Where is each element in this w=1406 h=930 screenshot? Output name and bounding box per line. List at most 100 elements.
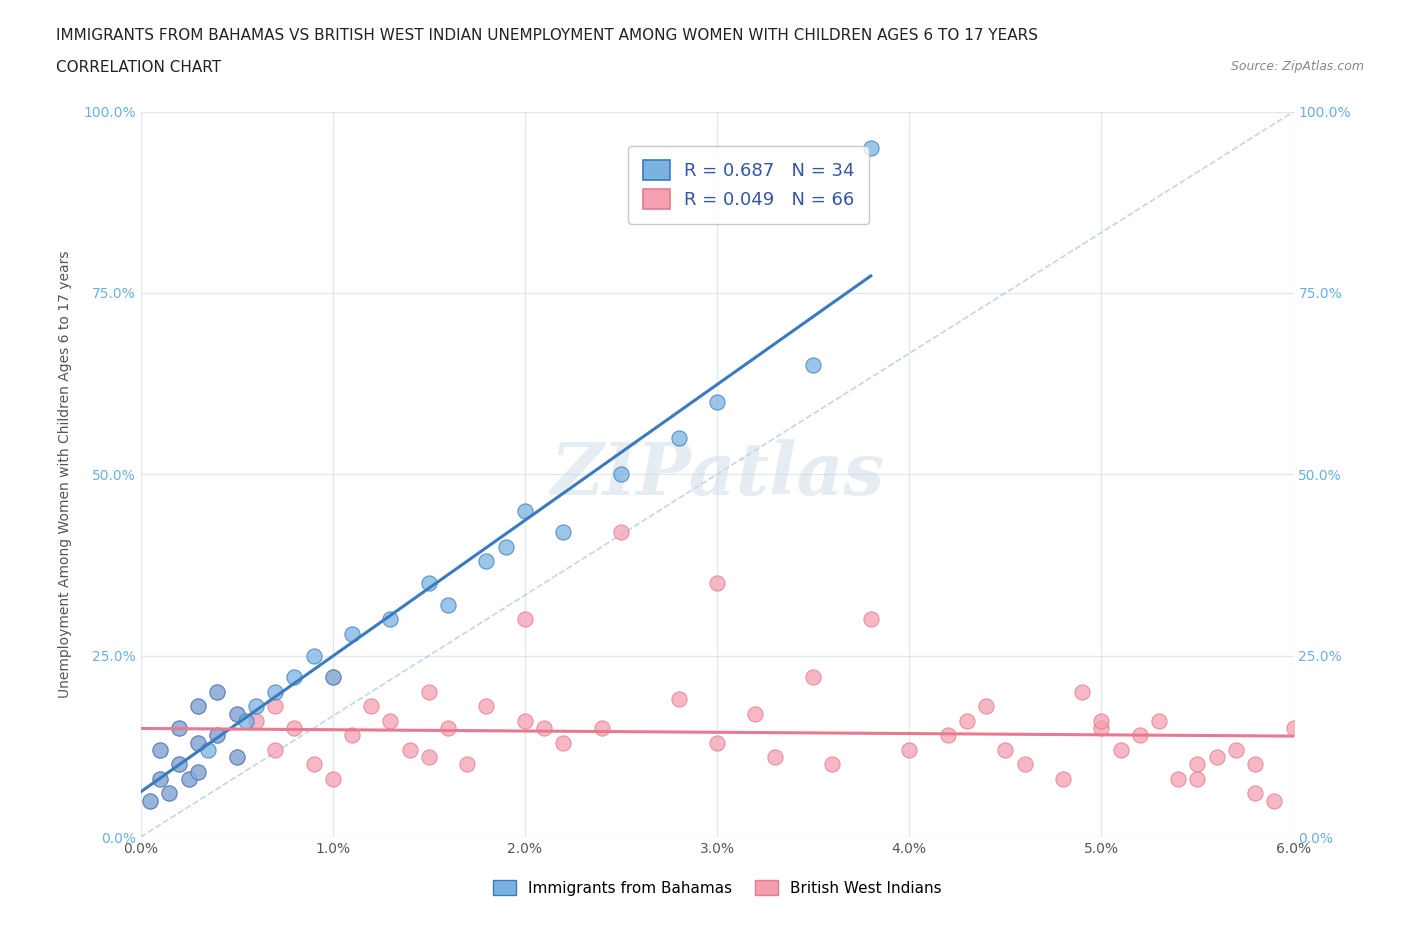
Point bbox=[159, 786, 180, 801]
Point bbox=[283, 670, 305, 684]
Point bbox=[437, 597, 460, 612]
Point bbox=[801, 670, 824, 684]
Point bbox=[340, 728, 363, 743]
Point bbox=[418, 684, 440, 699]
Point bbox=[610, 525, 633, 539]
Point bbox=[197, 742, 219, 757]
Text: ZIPatlas: ZIPatlas bbox=[550, 439, 884, 510]
Point bbox=[187, 764, 209, 779]
Point bbox=[207, 728, 229, 743]
Point bbox=[495, 539, 517, 554]
Point bbox=[149, 772, 172, 787]
Point bbox=[159, 786, 180, 801]
Point bbox=[264, 684, 287, 699]
Point bbox=[1090, 713, 1112, 728]
Point bbox=[418, 576, 440, 591]
Point bbox=[456, 757, 478, 772]
Point bbox=[936, 728, 959, 743]
Point bbox=[1244, 786, 1267, 801]
Point bbox=[706, 394, 728, 409]
Point bbox=[1147, 713, 1170, 728]
Point bbox=[898, 742, 921, 757]
Y-axis label: Unemployment Among Women with Children Ages 6 to 17 years: Unemployment Among Women with Children A… bbox=[58, 250, 72, 698]
Point bbox=[380, 713, 402, 728]
Point bbox=[187, 699, 209, 714]
Point bbox=[1205, 750, 1227, 764]
Point bbox=[668, 431, 690, 445]
Point bbox=[668, 692, 690, 707]
Point bbox=[139, 793, 162, 808]
Point bbox=[149, 742, 172, 757]
Point bbox=[475, 554, 498, 569]
Point bbox=[167, 721, 190, 736]
Point bbox=[149, 772, 172, 787]
Point bbox=[1263, 793, 1285, 808]
Point bbox=[167, 757, 190, 772]
Point bbox=[994, 742, 1017, 757]
Point bbox=[591, 721, 613, 736]
Point bbox=[706, 736, 728, 751]
Point bbox=[302, 648, 325, 663]
Point bbox=[513, 612, 536, 627]
Point bbox=[187, 736, 209, 751]
Point bbox=[264, 742, 287, 757]
Point bbox=[1167, 772, 1189, 787]
Text: CORRELATION CHART: CORRELATION CHART bbox=[56, 60, 221, 75]
Point bbox=[553, 736, 575, 751]
Point bbox=[207, 684, 229, 699]
Point bbox=[283, 721, 305, 736]
Point bbox=[437, 721, 460, 736]
Point bbox=[553, 525, 575, 539]
Point bbox=[207, 684, 229, 699]
Point bbox=[398, 742, 420, 757]
Point bbox=[821, 757, 844, 772]
Point bbox=[1109, 742, 1132, 757]
Point bbox=[235, 713, 257, 728]
Point bbox=[340, 627, 363, 642]
Point bbox=[187, 736, 209, 751]
Point bbox=[225, 750, 247, 764]
Point bbox=[225, 706, 247, 721]
Legend: Immigrants from Bahamas, British West Indians: Immigrants from Bahamas, British West In… bbox=[486, 873, 948, 902]
Point bbox=[187, 764, 209, 779]
Point bbox=[859, 612, 882, 627]
Point bbox=[1282, 721, 1305, 736]
Point bbox=[187, 699, 209, 714]
Point bbox=[177, 772, 200, 787]
Point bbox=[475, 699, 498, 714]
Point bbox=[264, 699, 287, 714]
Point bbox=[1071, 684, 1094, 699]
Point bbox=[513, 503, 536, 518]
Point bbox=[245, 713, 267, 728]
Point bbox=[1014, 757, 1036, 772]
Point bbox=[1187, 757, 1209, 772]
Point bbox=[207, 728, 229, 743]
Point bbox=[1129, 728, 1152, 743]
Point bbox=[380, 612, 402, 627]
Point bbox=[418, 750, 440, 764]
Point bbox=[1187, 772, 1209, 787]
Point bbox=[610, 467, 633, 482]
Point bbox=[859, 140, 882, 155]
Text: IMMIGRANTS FROM BAHAMAS VS BRITISH WEST INDIAN UNEMPLOYMENT AMONG WOMEN WITH CHI: IMMIGRANTS FROM BAHAMAS VS BRITISH WEST … bbox=[56, 28, 1038, 43]
Point bbox=[956, 713, 979, 728]
Point bbox=[533, 721, 555, 736]
Point bbox=[225, 750, 247, 764]
Point bbox=[167, 757, 190, 772]
Point bbox=[149, 742, 172, 757]
Point bbox=[744, 706, 766, 721]
Point bbox=[322, 670, 344, 684]
Point bbox=[177, 772, 200, 787]
Point bbox=[513, 713, 536, 728]
Point bbox=[706, 576, 728, 591]
Point bbox=[1244, 757, 1267, 772]
Point bbox=[302, 757, 325, 772]
Point bbox=[225, 706, 247, 721]
Point bbox=[360, 699, 382, 714]
Text: Source: ZipAtlas.com: Source: ZipAtlas.com bbox=[1230, 60, 1364, 73]
Point bbox=[139, 793, 162, 808]
Point bbox=[974, 699, 997, 714]
Point bbox=[801, 358, 824, 373]
Point bbox=[1225, 742, 1247, 757]
Point bbox=[245, 699, 267, 714]
